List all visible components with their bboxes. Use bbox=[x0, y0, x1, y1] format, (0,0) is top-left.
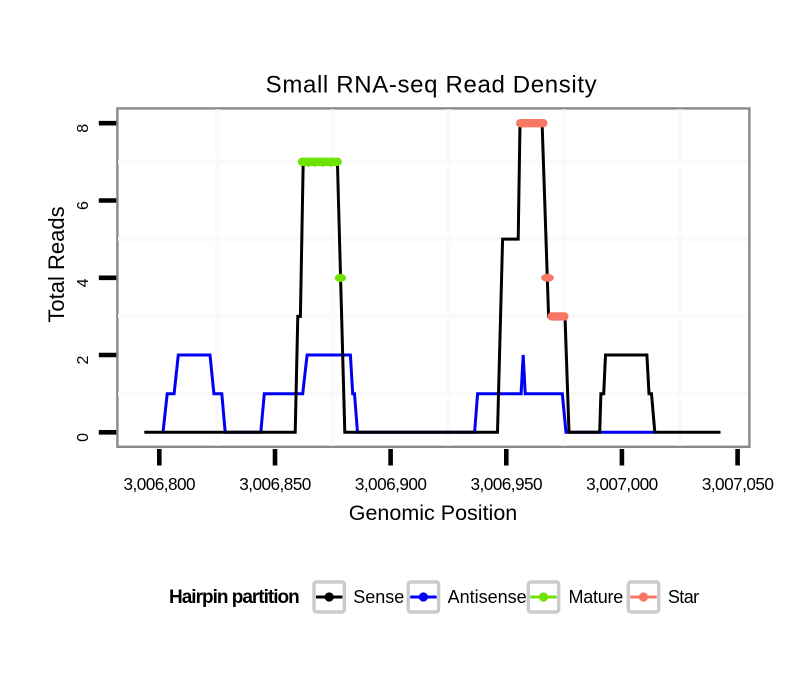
svg-text:2: 2 bbox=[75, 356, 92, 365]
svg-text:Star: Star bbox=[668, 587, 699, 607]
svg-text:4: 4 bbox=[75, 278, 92, 287]
svg-text:Hairpin partition: Hairpin partition bbox=[169, 587, 299, 608]
svg-text:Sense: Sense bbox=[353, 587, 404, 607]
svg-text:3,006,950: 3,006,950 bbox=[471, 474, 543, 494]
svg-text:Antisense: Antisense bbox=[448, 587, 527, 607]
svg-text:3,007,050: 3,007,050 bbox=[702, 474, 774, 494]
svg-text:8: 8 bbox=[75, 124, 92, 133]
svg-text:Total Reads: Total Reads bbox=[44, 206, 69, 322]
svg-text:3,006,900: 3,006,900 bbox=[355, 474, 427, 494]
svg-text:0: 0 bbox=[75, 433, 92, 442]
svg-text:6: 6 bbox=[75, 201, 92, 210]
svg-text:Small RNA-seq Read Density: Small RNA-seq Read Density bbox=[266, 71, 598, 98]
svg-text:Mature: Mature bbox=[569, 587, 624, 607]
svg-text:3,007,000: 3,007,000 bbox=[586, 474, 658, 494]
svg-text:Genomic Position: Genomic Position bbox=[349, 501, 518, 525]
svg-text:3,006,800: 3,006,800 bbox=[124, 474, 196, 494]
svg-text:3,006,850: 3,006,850 bbox=[239, 474, 311, 494]
